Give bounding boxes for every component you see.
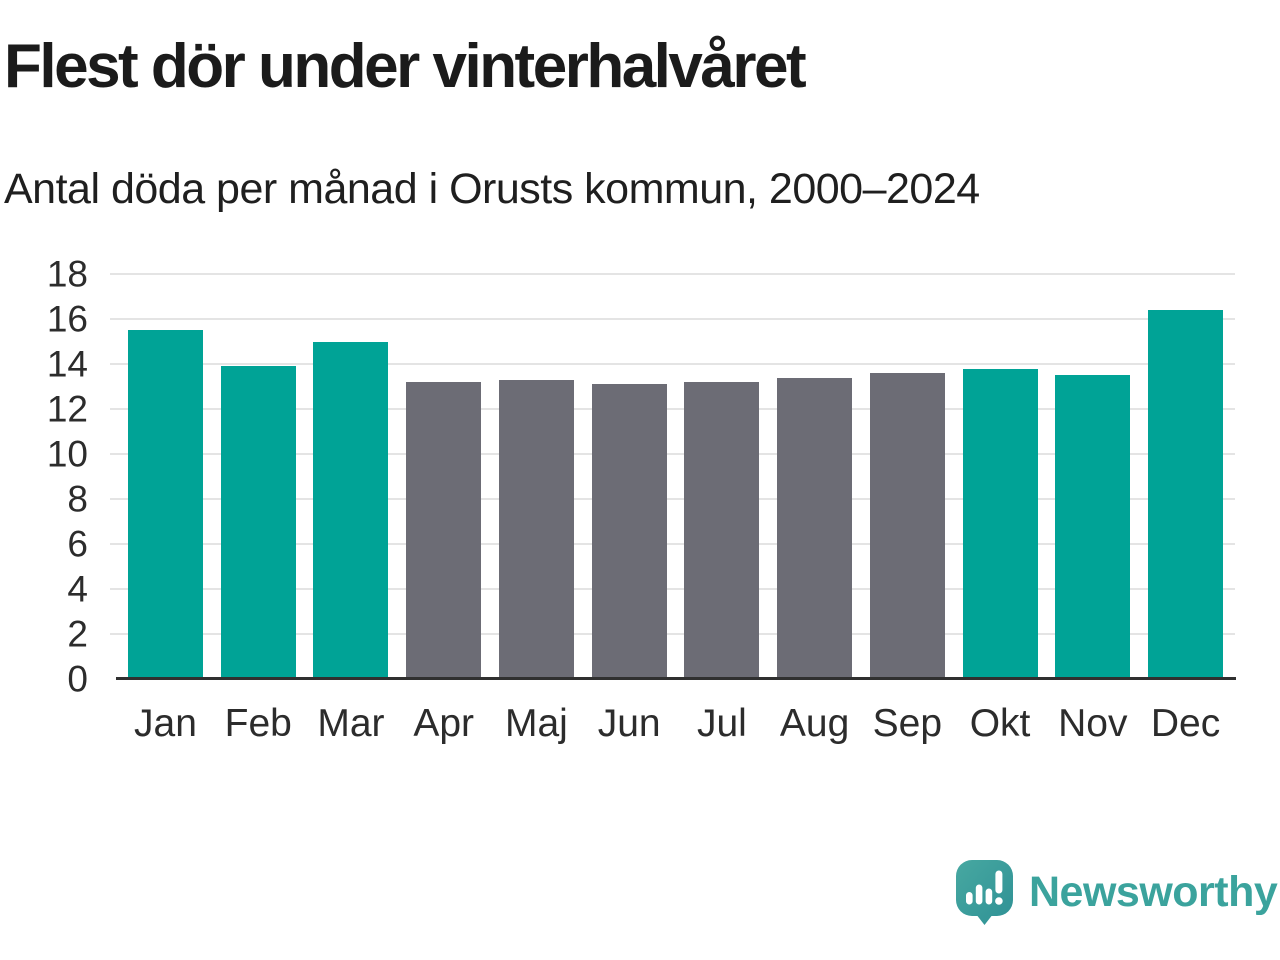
x-axis-label-sep: Sep — [872, 702, 943, 745]
logo-exclamation-dot — [995, 897, 1003, 905]
gridline-18 — [110, 273, 1235, 275]
gridline-10 — [110, 453, 1235, 455]
x-axis-label-jul: Jul — [696, 702, 747, 745]
x-axis-line — [116, 677, 1236, 680]
gridline-8 — [110, 498, 1235, 500]
gridline-2 — [110, 633, 1235, 635]
chart-subtitle: Antal döda per månad i Orusts kommun, 20… — [4, 165, 980, 213]
x-axis-label-jan: Jan — [134, 702, 197, 745]
x-axis-label-aug: Aug — [779, 702, 850, 745]
bar-aug — [777, 377, 853, 679]
bar-dec — [1148, 310, 1224, 679]
bar-nov — [1055, 375, 1131, 679]
gridline-14 — [110, 363, 1235, 365]
y-axis-label-14: 14 — [46, 343, 88, 385]
x-axis-label-mar: Mar — [317, 702, 385, 745]
x-axis-label-jun: Jun — [597, 702, 661, 745]
bar-chart-plot-area — [110, 273, 1236, 680]
bar-apr — [406, 382, 482, 679]
y-axis-label-4: 4 — [67, 568, 88, 610]
gridline-4 — [110, 588, 1235, 590]
x-axis-label-apr: Apr — [413, 702, 475, 745]
bar-maj — [498, 379, 574, 679]
bar-jun — [591, 384, 667, 679]
x-axis-label-nov: Nov — [1058, 702, 1128, 745]
logo-bar-2 — [975, 884, 983, 905]
bar-feb — [220, 366, 296, 679]
y-axis-label-12: 12 — [46, 388, 88, 430]
bar-mar — [313, 341, 389, 679]
y-axis-label-16: 16 — [46, 298, 88, 340]
logo-exclamation-bar — [995, 870, 1003, 894]
x-axis: Jan Feb Mar Apr Maj Jun Jul Aug Sep Okt Nov Dec — [110, 704, 1235, 754]
newsworthy-logo-text: Newsworthy — [1029, 868, 1278, 916]
y-axis: 0 2 4 6 8 10 12 14 16 18 — [0, 256, 88, 698]
x-axis-label-okt: Okt — [969, 702, 1031, 745]
chart-title: Flest dör under vinterhalvåret — [4, 32, 807, 101]
x-axis-label-feb: Feb — [224, 702, 292, 745]
gridline-6 — [110, 543, 1235, 545]
newsworthy-logo: Newsworthy — [956, 860, 1278, 925]
y-axis-label-0: 0 — [67, 658, 88, 700]
x-axis-label-maj: Maj — [504, 702, 568, 745]
bar-okt — [962, 368, 1038, 679]
gridline-12 — [110, 408, 1235, 410]
logo-bar-3 — [985, 888, 993, 905]
bar-jul — [684, 382, 760, 679]
bar-sep — [869, 373, 945, 679]
x-axis-label-dec: Dec — [1150, 702, 1221, 745]
bar-jan — [128, 330, 203, 679]
y-axis-label-6: 6 — [67, 523, 88, 565]
y-axis-label-2: 2 — [67, 613, 88, 655]
y-axis-label-18: 18 — [46, 253, 88, 295]
y-axis-label-10: 10 — [46, 433, 88, 475]
gridline-16 — [110, 318, 1235, 320]
newsworthy-logo-icon — [956, 860, 1013, 925]
logo-bar-1 — [966, 892, 973, 905]
y-axis-label-8: 8 — [67, 478, 88, 520]
